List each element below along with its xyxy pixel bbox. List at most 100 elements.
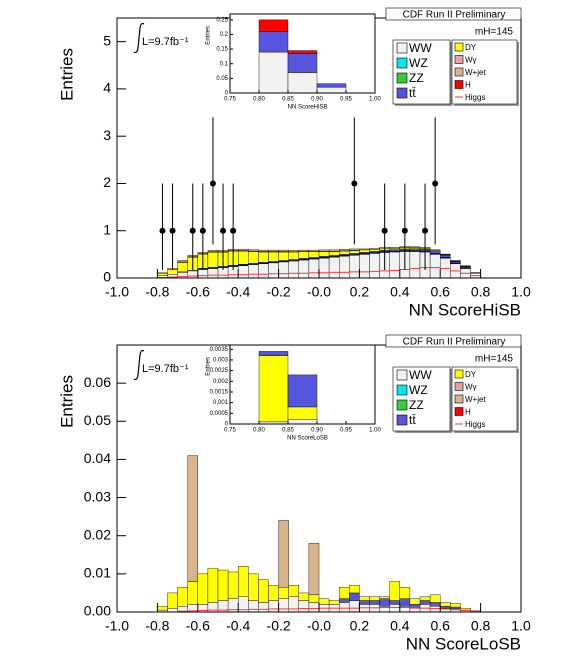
legend-label: DY <box>465 43 477 52</box>
y-tick-label: 0.05 <box>216 76 228 82</box>
legend-swatch <box>396 42 408 54</box>
histogram-bar <box>359 254 370 279</box>
histogram-bar <box>349 248 360 251</box>
histogram-bar <box>278 251 289 261</box>
x-tick-label: 0.75 <box>224 97 236 103</box>
legend-label: W+jet <box>465 68 486 77</box>
data-point <box>230 227 237 234</box>
histogram-bar <box>187 455 198 582</box>
histogram-bar <box>258 51 289 94</box>
histogram-bar <box>409 607 421 613</box>
histogram-bar <box>419 596 431 601</box>
y-tick-label: 0.0015 <box>210 390 229 396</box>
legend-swatch <box>396 72 408 84</box>
legend-label: tt̄ <box>409 86 416 100</box>
histogram-bar <box>369 249 380 252</box>
histogram-bar <box>379 596 390 599</box>
x-tick-label: -0.4 <box>226 618 250 634</box>
histogram-bar <box>258 351 289 356</box>
header-box <box>385 7 522 21</box>
histogram-bar <box>318 257 330 279</box>
histogram-bar <box>318 249 330 252</box>
legend-swatch <box>454 382 464 391</box>
histogram-bar <box>429 254 441 279</box>
legend-label: H <box>465 81 471 90</box>
y-tick-label: 0.001 <box>213 400 229 406</box>
histogram-bar <box>369 248 380 250</box>
x-tick-label: 0.95 <box>340 97 352 103</box>
histogram-bar <box>268 249 279 252</box>
data-point <box>351 180 358 187</box>
legend-label: W+jet <box>465 395 486 404</box>
y-tick-label: 5 <box>103 32 111 48</box>
histogram-bar <box>287 374 318 408</box>
histogram-bar <box>440 606 451 609</box>
y-tick-label: 0.25 <box>216 17 228 23</box>
histogram-bar <box>429 606 441 613</box>
legend-swatch <box>454 394 464 404</box>
x-tick-label: -0.0 <box>307 618 331 634</box>
x-tick-label: 0.90 <box>311 428 323 434</box>
histogram-bar <box>278 261 289 279</box>
x-axis-title: NN ScoreLoSB <box>406 634 521 653</box>
histogram-bar <box>409 246 421 248</box>
x-tick-label: -0.6 <box>186 284 210 300</box>
header-box <box>385 334 522 348</box>
histogram-bar <box>339 256 350 279</box>
histogram-bar <box>217 569 229 601</box>
histogram-bar <box>268 585 279 601</box>
legend-label: Wγ <box>465 56 477 65</box>
histogram-bar <box>349 255 360 279</box>
x-tick-label: 0.75 <box>224 428 236 434</box>
histogram-bar <box>339 250 350 255</box>
luminosity-label: L=9.7fb⁻¹ <box>142 36 189 48</box>
histogram-bar <box>207 567 219 603</box>
histogram-bar <box>278 520 289 588</box>
histogram-bar <box>328 249 340 252</box>
histogram-bar <box>369 253 380 279</box>
y-tick-label: 2 <box>103 174 111 190</box>
histogram-bar <box>379 598 390 607</box>
histogram-bar <box>359 596 370 601</box>
mass-label: mH=145 <box>475 27 514 38</box>
luminosity-label: L=9.7fb⁻¹ <box>142 363 189 375</box>
histogram-bar <box>389 600 401 605</box>
x-tick-label: -0.4 <box>226 284 250 300</box>
x-tick-label: -1.0 <box>105 284 129 300</box>
x-tick-label: 0.80 <box>253 428 265 434</box>
histogram-bar <box>328 600 340 605</box>
histogram-bar <box>258 579 269 603</box>
y-tick-label: 0.02 <box>84 526 111 542</box>
histogram-bar <box>359 600 370 605</box>
histogram-bar <box>460 607 471 611</box>
histogram-bar <box>268 600 279 613</box>
histogram-bar <box>339 249 350 252</box>
data-point <box>169 227 176 234</box>
legend-label: Higgs <box>465 420 485 429</box>
histogram-bar <box>349 585 360 594</box>
legend-label: ZZ <box>409 398 424 412</box>
histogram-bar <box>308 543 320 596</box>
x-tick-label: 1.0 <box>511 284 531 300</box>
legend-swatch <box>396 57 408 69</box>
histogram-bar <box>389 249 401 252</box>
histogram-bar <box>288 596 300 613</box>
histogram-bar <box>258 31 289 53</box>
histogram-bar <box>288 251 300 260</box>
y-tick-label: 4 <box>103 80 111 96</box>
y-tick-label: 0 <box>225 91 229 97</box>
data-point <box>189 227 196 234</box>
y-tick-label: 0.002 <box>213 379 229 385</box>
y-tick-label: 0.0025 <box>210 368 229 374</box>
y-axis-title: Entries <box>206 357 212 376</box>
histogram-bar <box>237 265 249 279</box>
histogram-bar <box>298 592 310 601</box>
histogram-bar <box>429 602 441 607</box>
histogram-bar <box>429 249 441 251</box>
y-tick-label: 0.0035 <box>210 347 229 353</box>
histogram-bar <box>278 587 289 599</box>
histogram-bar <box>328 257 340 279</box>
y-tick-label: 0.15 <box>216 47 228 53</box>
x-tick-label: 0.85 <box>282 428 294 434</box>
histogram-bar <box>318 598 330 605</box>
